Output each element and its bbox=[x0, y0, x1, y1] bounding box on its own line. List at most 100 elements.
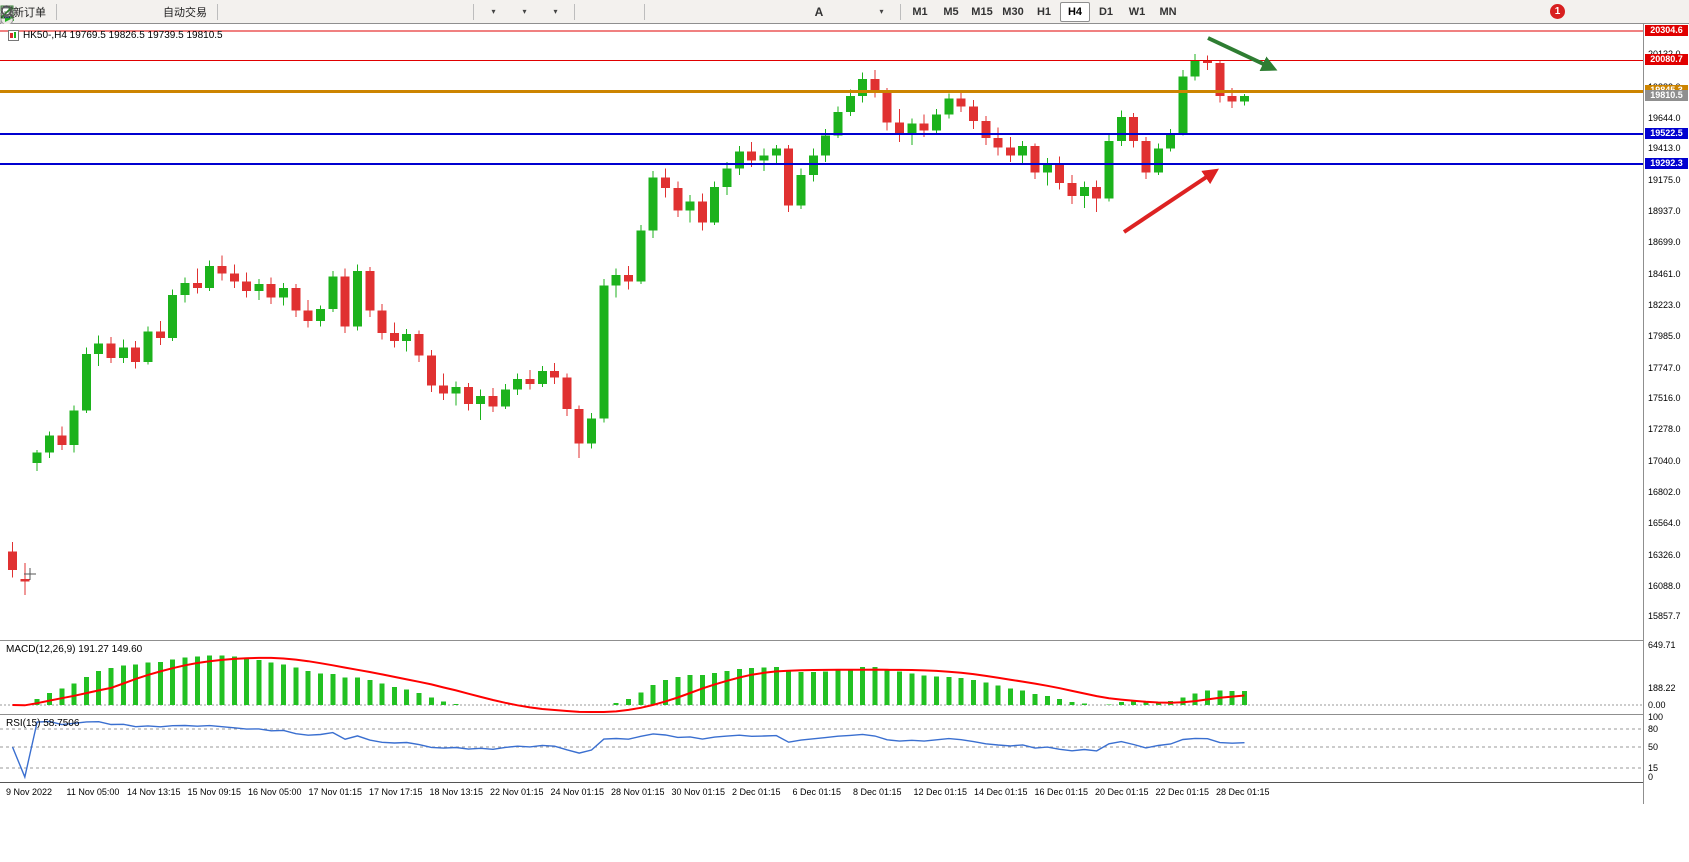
candle-chart-button[interactable] bbox=[2, 1, 283, 23]
line-chart-button[interactable] bbox=[0, 1, 314, 23]
chart-window: HK50-,H4 19769.5 19826.5 19739.5 19810.5… bbox=[0, 24, 1689, 862]
macd-axis-label: 649.71 bbox=[1648, 640, 1676, 651]
rsi-indicator-label: RSI(15) 58.7506 bbox=[6, 718, 80, 729]
cursor-button[interactable] bbox=[4, 1, 609, 23]
price-tick: 20132.0 bbox=[1648, 49, 1681, 59]
time-axis-label: 15 Nov 09:15 bbox=[187, 787, 242, 797]
clock-button[interactable]: ▾ bbox=[0, 1, 539, 23]
time-axis-label: 22 Dec 01:15 bbox=[1155, 787, 1210, 797]
channel-button[interactable] bbox=[0, 1, 772, 23]
price-tick: 15857.7 bbox=[1648, 611, 1681, 622]
time-axis-label: 17 Nov 01:15 bbox=[308, 787, 363, 797]
pane-divider[interactable] bbox=[0, 714, 1689, 715]
time-axis-label: 9 Nov 2022 bbox=[6, 787, 53, 797]
time-axis-label: 14 Dec 01:15 bbox=[974, 787, 1028, 797]
price-tick: 17278.0 bbox=[1648, 424, 1681, 435]
tile-windows-button[interactable] bbox=[0, 1, 407, 23]
time-axis-label: 30 Nov 01:15 bbox=[671, 787, 726, 797]
chart-title: HK50-,H4 19769.5 19826.5 19739.5 19810.5 bbox=[8, 30, 223, 41]
main-chart-pane[interactable] bbox=[0, 24, 1643, 640]
data-window-button[interactable] bbox=[1, 1, 153, 23]
macd-axis-label: 0.00 bbox=[1648, 700, 1666, 710]
crosshair-cursor bbox=[24, 568, 36, 580]
price-axis[interactable]: 20132.019882.019644.019413.019175.018937… bbox=[1643, 24, 1689, 804]
market-watch-button[interactable] bbox=[2, 1, 122, 23]
text-tool-icon: A bbox=[814, 4, 824, 19]
price-tick: 16326.0 bbox=[1648, 549, 1681, 560]
candles bbox=[8, 53, 1249, 595]
autoscroll-button[interactable] bbox=[0, 1, 438, 23]
tf-h1[interactable]: H1 bbox=[1036, 5, 1052, 18]
pane-divider[interactable] bbox=[0, 640, 1689, 641]
tf-h4[interactable]: H4 bbox=[1060, 1, 1090, 22]
price-tick: 16564.0 bbox=[1648, 518, 1681, 529]
vertical-line-button[interactable] bbox=[6, 1, 679, 23]
price-tick: 18223.0 bbox=[1648, 299, 1681, 310]
macd-histogram bbox=[34, 655, 1247, 705]
fibonacci-button[interactable] bbox=[1, 1, 803, 23]
time-axis-label: 17 Nov 17:15 bbox=[369, 787, 423, 797]
price-level-badge: 19292.3 bbox=[1645, 158, 1688, 170]
price-tick: 17040.0 bbox=[1648, 455, 1681, 466]
tf-d1[interactable]: D1 bbox=[1098, 5, 1114, 18]
caret-down-icon: ▾ bbox=[553, 7, 558, 16]
tf-w1[interactable]: W1 bbox=[1128, 5, 1146, 18]
templates-button[interactable]: ▾ bbox=[1, 1, 570, 23]
price-tick: 19644.0 bbox=[1648, 112, 1681, 123]
price-tick: 18461.0 bbox=[1648, 268, 1681, 279]
price-tick: 17985.0 bbox=[1648, 331, 1681, 342]
rsi-line bbox=[11, 720, 1245, 780]
time-axis-label: 16 Dec 01:15 bbox=[1034, 787, 1089, 797]
rsi-axis-label: 15 bbox=[1648, 763, 1659, 773]
price-tick: 19413.0 bbox=[1648, 143, 1681, 154]
search-button[interactable] bbox=[1, 1, 1542, 23]
label-tool-button[interactable] bbox=[1, 1, 865, 23]
zoom-in-button[interactable] bbox=[1, 1, 345, 23]
price-level-lines[interactable] bbox=[0, 30, 1643, 166]
search-icon bbox=[1, 5, 15, 19]
new-chart-button[interactable]: ▾ bbox=[2, 1, 508, 23]
tf-m30[interactable]: M30 bbox=[1002, 5, 1024, 18]
time-axis-label: 28 Nov 01:15 bbox=[611, 787, 665, 797]
autotrade-button[interactable]: 自动交易 bbox=[0, 1, 213, 25]
rsi-axis-label: 80 bbox=[1648, 724, 1659, 734]
horizontal-line-button[interactable] bbox=[1, 1, 710, 23]
green-arrow[interactable] bbox=[1207, 36, 1278, 71]
time-axis-label: 28 Dec 01:15 bbox=[1216, 787, 1270, 797]
arrows-tool-button[interactable]: ▾ bbox=[1, 1, 896, 23]
autotrade-label: 自动交易 bbox=[163, 6, 207, 19]
price-tick: 17747.0 bbox=[1648, 362, 1681, 373]
caret-down-icon: ▾ bbox=[879, 7, 884, 16]
separator bbox=[574, 3, 575, 20]
text-tool-button[interactable]: A bbox=[804, 1, 834, 23]
macd-pane[interactable] bbox=[0, 641, 1643, 714]
time-axis-label: 18 Nov 13:15 bbox=[429, 787, 484, 797]
chart-title-text: HK50-,H4 19769.5 19826.5 19739.5 19810.5 bbox=[23, 30, 223, 41]
trendline-button[interactable] bbox=[1, 1, 741, 23]
time-axis-label: 14 Nov 13:15 bbox=[127, 787, 181, 797]
toolbar: 新订单 自动交易 bbox=[0, 0, 1689, 25]
time-axis-label: 8 Dec 01:15 bbox=[853, 787, 902, 797]
tf-m15[interactable]: M15 bbox=[971, 5, 993, 18]
red-arrow[interactable] bbox=[1122, 168, 1219, 234]
chart-shift-button[interactable] bbox=[0, 1, 469, 23]
tf-m1[interactable]: M1 bbox=[912, 5, 928, 18]
time-axis-label: 2 Dec 01:15 bbox=[732, 787, 781, 797]
bar-chart-button[interactable] bbox=[2, 1, 252, 23]
price-tick: 17516.0 bbox=[1648, 392, 1681, 403]
tf-m5[interactable]: M5 bbox=[943, 5, 959, 18]
time-axis-label: 16 Nov 05:00 bbox=[248, 787, 302, 797]
rsi-axis-label: 50 bbox=[1648, 742, 1659, 752]
caret-down-icon: ▾ bbox=[491, 7, 496, 16]
tf-mn[interactable]: MN bbox=[1159, 5, 1177, 18]
notification-badge[interactable]: 1 bbox=[1550, 4, 1565, 19]
crosshair-button[interactable] bbox=[1, 1, 640, 23]
metaeditor-button[interactable] bbox=[1, 1, 91, 23]
time-axis-label: 12 Dec 01:15 bbox=[913, 787, 968, 797]
time-axis-label: 20 Dec 01:15 bbox=[1095, 787, 1149, 797]
rsi-pane[interactable] bbox=[0, 715, 1643, 782]
separator bbox=[217, 3, 218, 20]
time-axis-label: 6 Dec 01:15 bbox=[792, 787, 842, 797]
zoom-out-button[interactable] bbox=[1, 1, 376, 23]
time-axis[interactable]: 9 Nov 2022 11 Nov 05:00 14 Nov 13:15 15 Nov… bbox=[0, 782, 1643, 807]
